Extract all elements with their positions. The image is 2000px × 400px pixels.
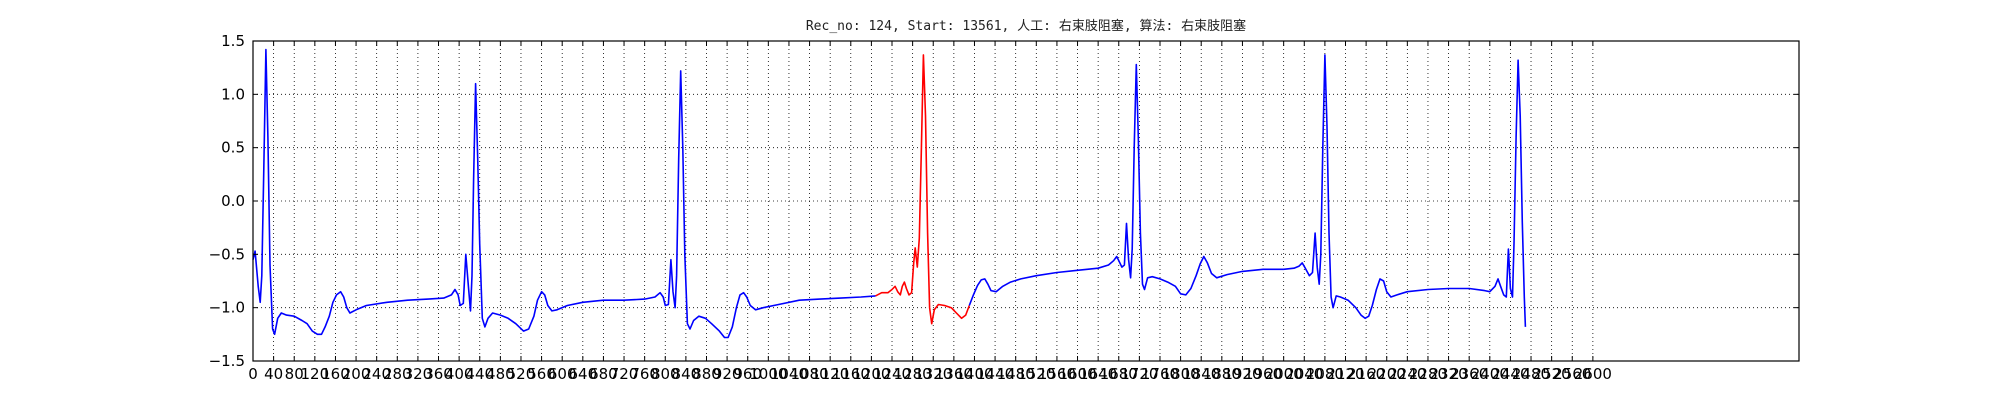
x-tick-label: 1240 xyxy=(873,365,911,383)
x-tick-label: 1120 xyxy=(811,365,849,383)
x-tick-label: 1280 xyxy=(894,365,932,383)
x-tick-label: 2400 xyxy=(1471,365,1509,383)
x-tick-label: 440 xyxy=(465,365,494,383)
x-tick-label: 0 xyxy=(248,365,258,383)
x-tick-label: 200 xyxy=(342,365,371,383)
x-tick-label: 2000 xyxy=(1265,365,1303,383)
x-tick-label: 480 xyxy=(486,365,515,383)
x-tick-label: 2200 xyxy=(1368,365,1406,383)
x-tick-label: 760 xyxy=(630,365,659,383)
y-tick-label: −0.5 xyxy=(209,245,245,263)
x-tick-label: 1640 xyxy=(1079,365,1117,383)
x-tick-label: 2520 xyxy=(1533,365,1571,383)
x-tick-label: 1440 xyxy=(976,365,1014,383)
x-tick-label: 240 xyxy=(362,365,391,383)
x-tick-label: 1720 xyxy=(1120,365,1158,383)
grid xyxy=(252,40,1799,362)
x-tick-label: 1800 xyxy=(1162,365,1200,383)
x-tick-label: 640 xyxy=(568,365,597,383)
y-tick-label: 0.0 xyxy=(221,192,245,210)
y-tick-label: 1.5 xyxy=(221,32,245,50)
series-line-1 xyxy=(252,48,876,339)
x-tick-label: 160 xyxy=(321,365,350,383)
y-tick-label: −1.5 xyxy=(209,352,245,370)
chart-title: Rec_no: 124, Start: 13561, 人工: 右束肢阻塞, 算法… xyxy=(806,18,1246,34)
x-tick-label: 2240 xyxy=(1388,365,1426,383)
x-tick-label: 2160 xyxy=(1347,365,1385,383)
x-tick-label: 120 xyxy=(301,365,330,383)
x-tick-label: 280 xyxy=(383,365,412,383)
x-tick-label: 960 xyxy=(733,365,762,383)
x-tick-label: 2040 xyxy=(1285,365,1323,383)
y-tick-label: −1.0 xyxy=(209,299,245,317)
y-axis: 1.5 1.0 0.5 0.0 −0.5 −1.0 −1.5 xyxy=(209,32,1799,370)
x-tick-label: 1200 xyxy=(852,365,890,383)
x-tick-label: 920 xyxy=(713,365,742,383)
x-tick-label: 1520 xyxy=(1017,365,1055,383)
x-tick-label: 1320 xyxy=(914,365,952,383)
y-tick-label: 0.5 xyxy=(221,139,245,157)
x-tick-label: 1360 xyxy=(935,365,973,383)
x-tick-label: 520 xyxy=(507,365,536,383)
x-tick-label: 2360 xyxy=(1450,365,1488,383)
x-axis: 0 40 8012016020024028032036040044048052056… xyxy=(248,41,1612,383)
x-tick-label: 680 xyxy=(589,365,618,383)
x-tick-label: 2560 xyxy=(1553,365,1591,383)
y-tick-label: 1.0 xyxy=(221,85,245,103)
x-tick-label: 80 xyxy=(285,365,304,383)
x-tick-label: 1920 xyxy=(1223,365,1261,383)
x-tick-label: 400 xyxy=(445,365,474,383)
x-tick-label: 1400 xyxy=(955,365,993,383)
x-tick-label: 2600 xyxy=(1574,365,1612,383)
x-tick-label: 560 xyxy=(527,365,556,383)
x-tick-label: 1960 xyxy=(1244,365,1282,383)
series-line-3 xyxy=(968,54,1527,327)
x-tick-label: 1600 xyxy=(1058,365,1096,383)
x-tick-label: 1480 xyxy=(997,365,1035,383)
x-tick-label: 880 xyxy=(692,365,721,383)
series-layer xyxy=(252,48,1527,339)
x-tick-label: 2480 xyxy=(1512,365,1550,383)
x-tick-label: 1880 xyxy=(1203,365,1241,383)
x-tick-label: 720 xyxy=(610,365,639,383)
x-tick-label: 2080 xyxy=(1306,365,1344,383)
x-tick-label: 40 xyxy=(264,365,283,383)
series-line-2 xyxy=(875,54,971,325)
x-tick-label: 1560 xyxy=(1038,365,1076,383)
x-tick-label: 1040 xyxy=(770,365,808,383)
x-tick-label: 800 xyxy=(651,365,680,383)
x-tick-label: 600 xyxy=(548,365,577,383)
x-tick-label: 320 xyxy=(404,365,433,383)
x-tick-label: 2120 xyxy=(1326,365,1364,383)
x-tick-label: 1680 xyxy=(1100,365,1138,383)
x-tick-label: 2440 xyxy=(1491,365,1529,383)
x-tick-label: 1000 xyxy=(749,365,787,383)
x-tick-label: 1760 xyxy=(1141,365,1179,383)
x-tick-label: 840 xyxy=(672,365,701,383)
x-tick-label: 1080 xyxy=(790,365,828,383)
x-tick-label: 2320 xyxy=(1429,365,1467,383)
x-tick-label: 2280 xyxy=(1409,365,1447,383)
x-tick-label: 360 xyxy=(424,365,453,383)
x-tick-label: 1840 xyxy=(1182,365,1220,383)
x-tick-label: 1160 xyxy=(832,365,870,383)
